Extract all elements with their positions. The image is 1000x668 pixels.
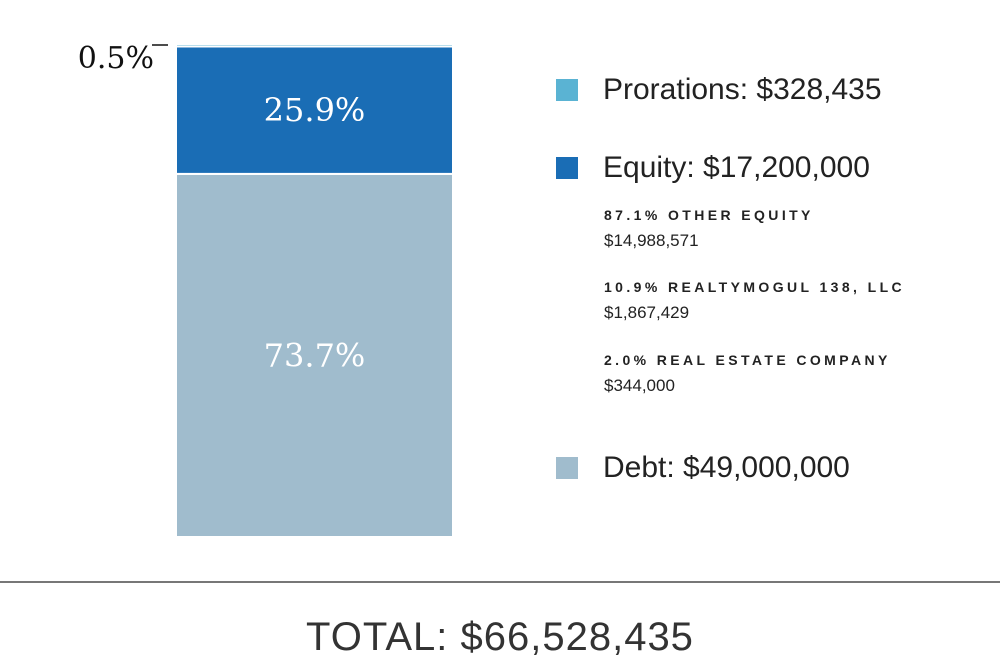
segment-label-debt: 73.7% [264,336,366,374]
equity-breakdown-title: 2.0% REAL ESTATE COMPANY [604,352,891,368]
legend-item-equity: Equity: $17,200,000 [556,151,870,185]
equity-breakdown-item: 2.0% REAL ESTATE COMPANY $344,000 [604,352,891,396]
debt-swatch [556,457,578,479]
divider [0,581,1000,583]
legend-label-prorations: Prorations: $328,435 [603,73,882,106]
segment-label-equity: 25.9% [264,91,366,129]
equity-breakdown-amount: $1,867,429 [604,303,690,322]
equity-breakdown-amount: $14,988,571 [604,231,699,250]
equity-breakdown-item: 10.9% REALTYMOGUL 138, LLC $1,867,429 [604,279,905,323]
equity-breakdown-title: 87.1% OTHER EQUITY [604,207,814,223]
legend-item-prorations: Prorations: $328,435 [556,73,882,107]
bar-segment-equity [175,45,454,175]
bar-segment-prorations [175,43,454,48]
bar-segment-debt [175,172,454,539]
legend-label-debt: Debt: $49,000,000 [603,451,850,484]
equity-breakdown-amount: $344,000 [604,376,675,395]
equity-breakdown-title: 10.9% REALTYMOGUL 138, LLC [604,279,906,295]
legend-item-debt: Debt: $49,000,000 [556,451,850,485]
legend-label-equity: Equity: $17,200,000 [603,151,870,184]
equity-swatch [556,157,578,179]
equity-breakdown-item: 87.1% OTHER EQUITY $14,988,571 [604,207,814,251]
prorations-swatch [556,79,578,101]
total-label: TOTAL: $66,528,435 [306,615,694,659]
stacked-bar-chart: 73.7% 25.9% 0.5% [78,41,454,539]
segment-label-prorations: 0.5% [78,41,154,76]
